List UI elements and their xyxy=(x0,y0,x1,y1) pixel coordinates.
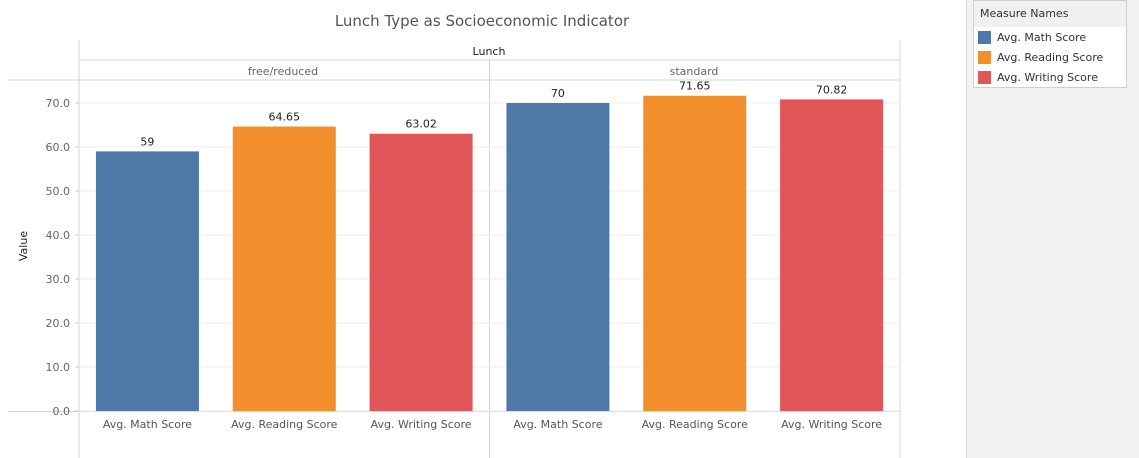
category-label: Avg. Math Score xyxy=(103,418,192,431)
data-label: 71.65 xyxy=(679,80,711,93)
bar-standard-1[interactable] xyxy=(643,95,747,412)
data-label: 59 xyxy=(140,135,154,148)
y-tick-label: 20.0 xyxy=(46,317,71,330)
legend-label-writing: Avg. Writing Score xyxy=(997,70,1098,84)
y-axis-ticks: 0.0 10.0 20.0 30.0 40.0 50.0 60.0 70.0 xyxy=(46,97,79,418)
category-label: Avg. Writing Score xyxy=(371,418,472,431)
category-labels: Avg. Math Score Avg. Reading Score Avg. Wr… xyxy=(103,418,882,431)
data-label: 64.65 xyxy=(269,111,301,124)
column-header-lunch: Lunch xyxy=(473,45,506,58)
legend: Measure Names Avg. Math Score Avg. Readi… xyxy=(973,0,1127,88)
legend-swatch-reading xyxy=(978,50,991,64)
pane-header-free-reduced: free/reduced xyxy=(248,65,318,78)
data-label: 70.82 xyxy=(816,83,848,96)
y-tick-label: 0.0 xyxy=(53,405,71,418)
y-tick-label: 70.0 xyxy=(46,97,71,110)
pane-header-standard: standard xyxy=(670,65,719,78)
category-label: Avg. Reading Score xyxy=(231,418,338,431)
bar-free-reduced-0[interactable] xyxy=(95,151,199,411)
chart-title: Lunch Type as Socioeconomic Indicator xyxy=(335,12,630,30)
y-tick-label: 10.0 xyxy=(46,361,71,374)
legend-swatch-math xyxy=(978,30,991,44)
bar-standard-2[interactable] xyxy=(780,99,884,411)
bar-chart: Lunch Type as Socioeconomic Indicator Lu… xyxy=(8,12,901,458)
bars xyxy=(95,95,884,412)
y-axis-label: Value xyxy=(17,231,30,261)
category-label: Avg. Reading Score xyxy=(642,418,749,431)
legend-item-reading[interactable]: Avg. Reading Score xyxy=(974,47,1126,67)
data-label: 70 xyxy=(551,87,565,100)
y-tick-label: 50.0 xyxy=(46,185,71,198)
bar-free-reduced-2[interactable] xyxy=(369,133,473,411)
gridlines xyxy=(79,102,900,412)
legend-item-math[interactable]: Avg. Math Score xyxy=(974,27,1126,47)
legend-label-math: Avg. Math Score xyxy=(997,30,1087,44)
y-tick-label: 30.0 xyxy=(46,273,71,286)
y-tick-label: 40.0 xyxy=(46,229,71,242)
legend-title: Measure Names xyxy=(974,1,1126,27)
category-label: Avg. Writing Score xyxy=(781,418,882,431)
legend-item-writing[interactable]: Avg. Writing Score xyxy=(974,67,1126,87)
y-tick-label: 60.0 xyxy=(46,141,71,154)
legend-swatch-writing xyxy=(978,70,991,84)
legend-label-reading: Avg. Reading Score xyxy=(997,50,1104,64)
data-label: 63.02 xyxy=(405,118,437,131)
bar-free-reduced-1[interactable] xyxy=(232,126,336,411)
bar-standard-0[interactable] xyxy=(506,103,610,411)
category-label: Avg. Math Score xyxy=(513,418,602,431)
data-labels: 59 64.65 63.02 70 71.65 70.82 xyxy=(140,80,847,149)
